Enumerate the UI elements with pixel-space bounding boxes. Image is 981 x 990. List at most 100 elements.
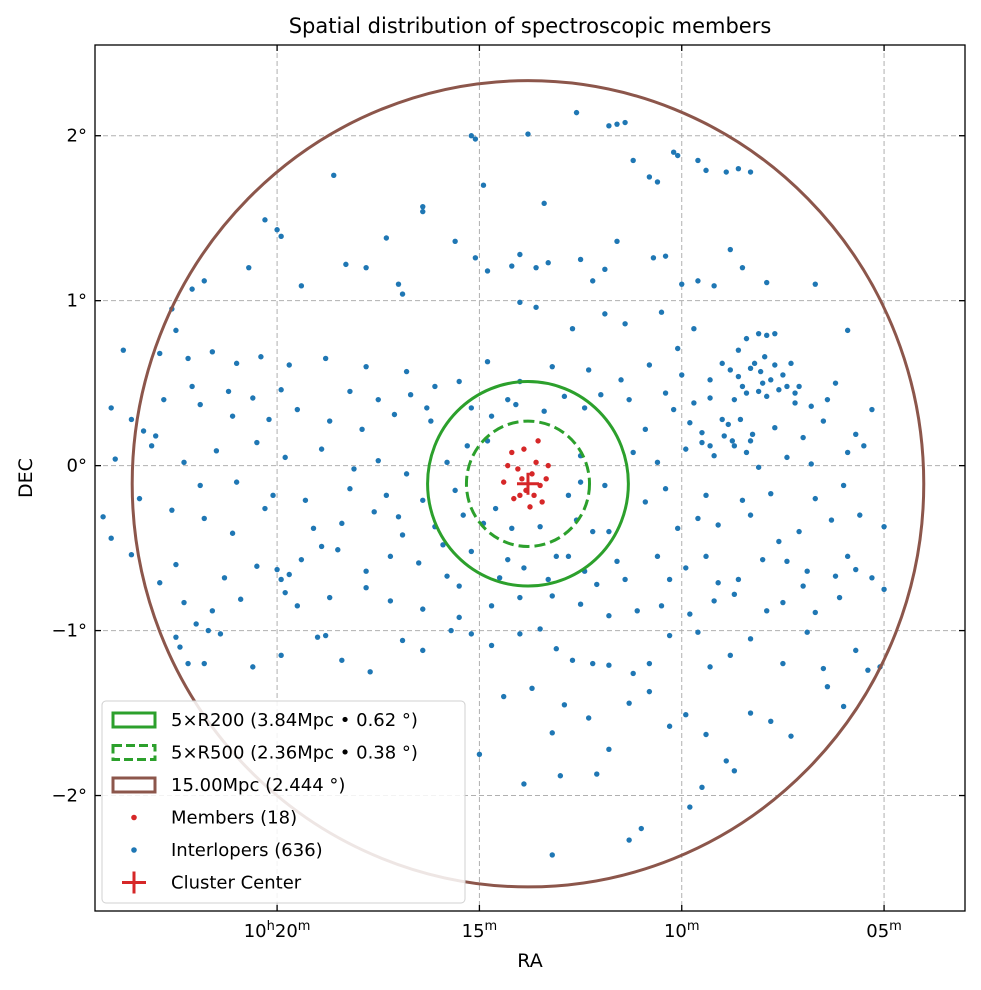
data-point <box>812 609 818 616</box>
data-point <box>820 418 827 424</box>
legend-swatch <box>131 814 137 821</box>
data-point <box>573 109 580 116</box>
data-point <box>282 454 288 461</box>
points-layer <box>100 109 887 858</box>
data-point <box>699 784 705 790</box>
data-point <box>549 852 555 858</box>
data-point <box>674 152 681 159</box>
x-tick-label: 10h20m <box>244 919 311 943</box>
data-point <box>383 235 390 241</box>
chart-title: Spatial distribution of spectroscopic me… <box>289 14 772 38</box>
data-point <box>824 396 831 403</box>
data-point <box>606 528 612 535</box>
data-point <box>638 825 644 832</box>
data-point <box>788 360 794 367</box>
data-point <box>646 174 653 180</box>
data-point <box>703 492 709 499</box>
data-point <box>727 652 734 659</box>
data-point <box>521 781 527 787</box>
data-point <box>278 652 284 659</box>
data-point <box>590 278 596 284</box>
data-point <box>679 281 685 287</box>
data-point <box>428 418 434 424</box>
data-point <box>768 377 774 383</box>
data-point <box>614 558 620 565</box>
data-point <box>687 611 693 617</box>
data-point <box>432 383 438 390</box>
data-point <box>707 443 713 449</box>
data-point <box>812 495 818 502</box>
data-point <box>764 608 770 614</box>
data-point <box>456 378 462 385</box>
data-point <box>674 525 681 532</box>
data-point <box>541 200 547 207</box>
data-point <box>250 395 256 401</box>
y-tick-label: 1° <box>67 291 87 312</box>
x-tick-part: m <box>298 919 311 934</box>
data-point <box>561 393 568 400</box>
data-point <box>707 395 713 401</box>
data-point <box>844 553 851 560</box>
data-point <box>476 751 483 757</box>
data-point <box>416 560 422 566</box>
data-point <box>755 464 762 470</box>
data-point <box>804 568 810 574</box>
data-point <box>294 406 301 413</box>
data-point <box>517 492 523 499</box>
data-point <box>420 203 426 210</box>
y-axis-label: DEC <box>15 458 37 498</box>
data-point <box>189 383 195 390</box>
data-point <box>169 507 175 513</box>
data-point <box>229 413 236 419</box>
data-point <box>565 553 572 560</box>
data-point <box>254 563 260 569</box>
members-series <box>500 438 551 510</box>
data-point <box>729 438 736 444</box>
y-tick-label: 0° <box>67 456 87 477</box>
data-point <box>387 553 394 560</box>
data-point <box>666 632 673 639</box>
data-point <box>193 621 199 627</box>
data-point <box>500 693 507 700</box>
data-point <box>177 644 183 650</box>
data-point <box>646 362 653 368</box>
data-point <box>691 326 697 332</box>
data-point <box>735 347 742 353</box>
data-point <box>792 390 798 396</box>
data-point <box>420 208 426 215</box>
data-point <box>853 431 859 437</box>
x-tick-part: h <box>267 919 275 934</box>
data-point <box>832 573 839 579</box>
radius-circle-3 <box>130 79 926 889</box>
data-point <box>772 330 778 337</box>
data-point <box>517 594 523 601</box>
data-point <box>444 573 450 579</box>
data-point <box>768 490 774 497</box>
data-point <box>185 355 191 362</box>
data-point <box>468 631 475 637</box>
data-point <box>472 136 479 142</box>
data-point <box>452 487 458 494</box>
data-point <box>347 486 353 492</box>
data-point <box>585 715 592 721</box>
data-point <box>322 355 329 362</box>
data-point <box>484 359 491 365</box>
data-point <box>630 449 636 456</box>
data-point <box>537 523 543 530</box>
data-point <box>529 471 535 477</box>
data-point <box>747 438 754 444</box>
data-point <box>626 837 632 843</box>
data-point <box>792 400 798 406</box>
x-tick-label: 15m <box>462 919 498 943</box>
data-point <box>772 424 778 431</box>
data-point <box>407 391 414 398</box>
data-point <box>529 685 535 692</box>
data-point <box>383 492 390 499</box>
data-point <box>776 538 782 545</box>
data-point <box>719 360 725 367</box>
data-point <box>100 514 106 520</box>
data-point <box>731 443 738 449</box>
data-point <box>148 443 155 449</box>
data-point <box>699 429 705 436</box>
data-point <box>707 377 713 383</box>
